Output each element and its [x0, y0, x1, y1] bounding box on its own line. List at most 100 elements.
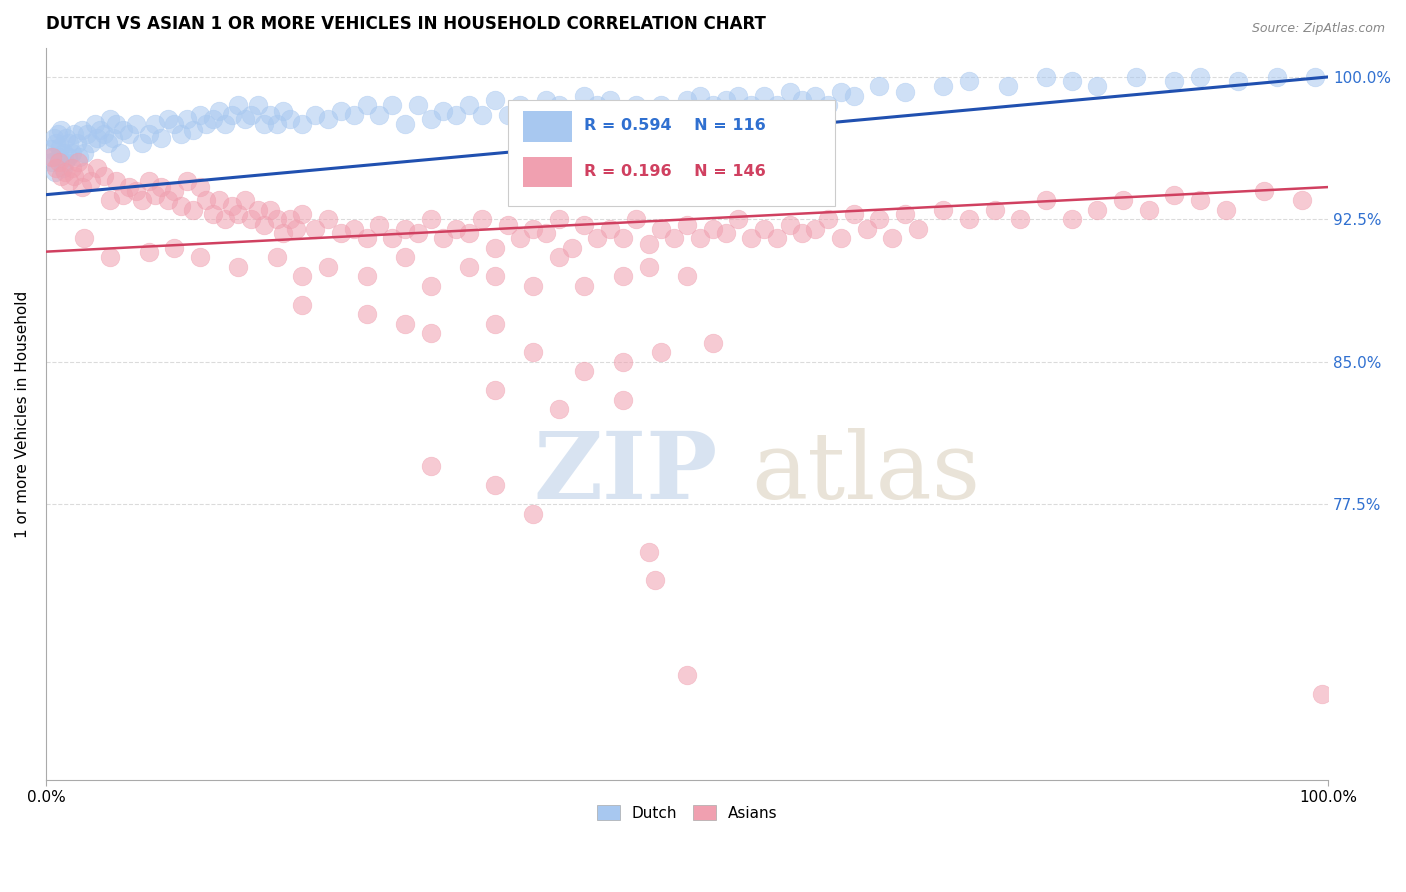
Point [1215, 202, 1237, 217]
Point [547, 212, 569, 227]
Point [70, 180, 93, 194]
Point [534, 93, 557, 107]
Point [446, 108, 468, 122]
Point [208, 104, 231, 119]
Point [163, 117, 186, 131]
Point [650, 222, 672, 236]
Point [509, 231, 531, 245]
Point [240, 108, 263, 122]
Point [285, 222, 308, 236]
Point [689, 89, 711, 103]
Point [484, 93, 506, 107]
Point [188, 251, 211, 265]
Point [458, 260, 481, 274]
Point [1163, 74, 1185, 88]
Point [664, 104, 686, 119]
Point [509, 98, 531, 112]
Point [291, 117, 314, 131]
Point [105, 117, 128, 131]
Text: atlas: atlas [751, 427, 980, 517]
Point [702, 335, 724, 350]
Point [188, 108, 211, 122]
Point [676, 269, 699, 284]
Point [522, 345, 544, 359]
Point [156, 194, 179, 208]
Point [1291, 194, 1313, 208]
Point [356, 98, 378, 112]
Point [67, 150, 90, 164]
Point [66, 136, 89, 151]
Point [98, 194, 121, 208]
Point [356, 231, 378, 245]
Point [612, 269, 634, 284]
Point [226, 260, 249, 274]
Point [484, 384, 506, 398]
Point [150, 180, 173, 194]
Point [1125, 70, 1147, 84]
Point [51, 123, 73, 137]
Point [138, 174, 160, 188]
Point [637, 237, 659, 252]
Point [612, 392, 634, 407]
Point [1188, 194, 1211, 208]
Point [70, 123, 93, 137]
Point [111, 187, 134, 202]
Point [253, 218, 276, 232]
Point [271, 104, 294, 119]
Point [586, 98, 609, 112]
Point [1010, 212, 1032, 227]
Point [304, 108, 326, 122]
Point [195, 194, 218, 208]
Point [111, 123, 134, 137]
Point [599, 93, 621, 107]
Point [419, 112, 441, 126]
Point [96, 136, 118, 151]
Point [58, 136, 80, 151]
Point [842, 89, 865, 103]
Point [574, 89, 596, 103]
Point [150, 130, 173, 145]
Point [89, 123, 111, 137]
Point [586, 231, 609, 245]
Point [522, 278, 544, 293]
Point [63, 127, 86, 141]
FancyBboxPatch shape [523, 112, 572, 142]
Point [58, 174, 80, 188]
Point [163, 241, 186, 255]
Point [714, 226, 737, 240]
Point [765, 98, 787, 112]
Point [76, 127, 98, 141]
Point [368, 108, 391, 122]
Point [1085, 79, 1108, 94]
Point [957, 74, 980, 88]
Point [842, 207, 865, 221]
Point [278, 212, 301, 227]
Point [143, 187, 166, 202]
Point [201, 207, 224, 221]
Point [868, 79, 890, 94]
Point [471, 108, 494, 122]
Point [53, 155, 76, 169]
Point [118, 180, 141, 194]
Point [458, 98, 481, 112]
Point [266, 212, 288, 227]
Point [471, 212, 494, 227]
Point [484, 317, 506, 331]
Point [131, 194, 153, 208]
Point [676, 93, 699, 107]
Point [484, 241, 506, 255]
Point [432, 231, 454, 245]
Point [419, 212, 441, 227]
Point [406, 226, 429, 240]
Point [394, 222, 416, 236]
Point [368, 218, 391, 232]
Point [547, 251, 569, 265]
Point [624, 212, 647, 227]
Point [183, 202, 205, 217]
Point [138, 127, 160, 141]
Point [676, 668, 699, 682]
Point [48, 155, 70, 169]
Point [163, 184, 186, 198]
Point [39, 142, 62, 156]
Point [381, 231, 404, 245]
